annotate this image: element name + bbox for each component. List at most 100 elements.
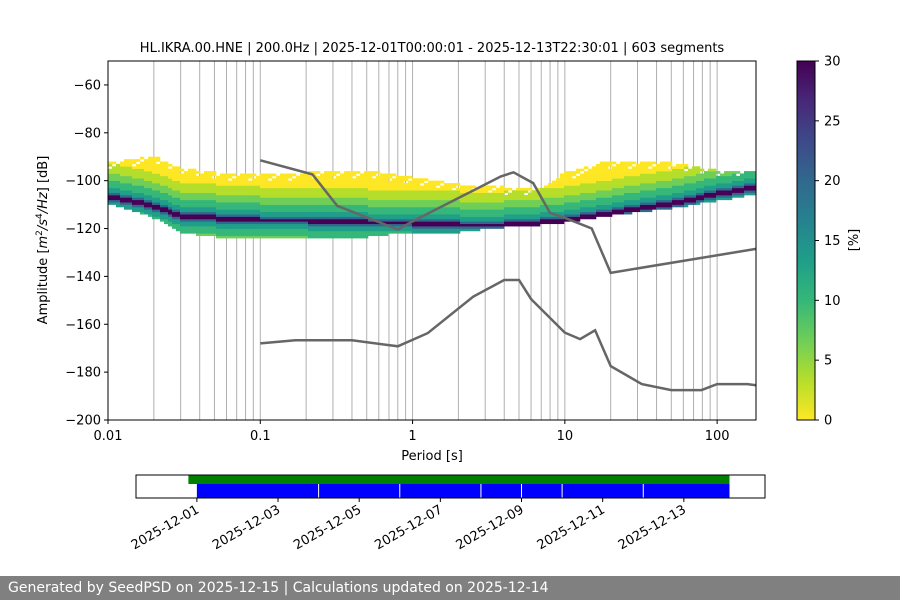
heatmap-cell [548, 202, 553, 205]
heatmap-cell [632, 166, 637, 169]
heatmap-cell [516, 211, 521, 215]
heatmap-cell [248, 197, 253, 201]
heatmap-cell [660, 163, 665, 167]
heatmap-cell [632, 204, 637, 208]
heatmap-cell [128, 202, 133, 205]
heatmap-cell [432, 204, 437, 208]
heatmap-cell [312, 190, 317, 193]
heatmap-cell [664, 183, 669, 186]
heatmap-cell [336, 187, 341, 191]
heatmap-cell [396, 226, 401, 229]
heatmap-cell [112, 168, 117, 172]
heatmap-cell [612, 180, 617, 184]
heatmap-cell [320, 235, 325, 239]
heatmap-cell [200, 223, 205, 227]
heatmap-cell [232, 228, 237, 232]
heatmap-cell [148, 180, 153, 184]
heatmap-cell [644, 180, 649, 184]
heatmap-cell [632, 197, 637, 201]
heatmap-cell [692, 185, 697, 189]
heatmap-cell [308, 171, 313, 174]
heatmap-cell [160, 178, 165, 181]
heatmap-cell [580, 192, 585, 196]
heatmap-cell [600, 161, 605, 165]
heatmap-cell [240, 190, 245, 193]
heatmap-cell [436, 192, 441, 196]
heatmap-cell [660, 180, 665, 184]
heatmap-cell [516, 199, 521, 203]
heatmap-cell [408, 211, 413, 215]
heatmap-cell [408, 175, 413, 179]
heatmap-cell [572, 216, 577, 220]
heatmap-cell [312, 233, 317, 237]
heatmap-cell [584, 185, 589, 189]
heatmap-cell [348, 183, 353, 186]
heatmap-cell [488, 223, 493, 227]
heatmap-cell [248, 211, 253, 215]
y-axis-label-part: 2 [35, 230, 45, 236]
heatmap-cell [152, 211, 157, 215]
heatmap-cell [292, 206, 297, 210]
heatmap-cell [304, 233, 309, 237]
heatmap-cell [432, 195, 437, 198]
heatmap-cell [108, 180, 113, 184]
y-tick-label: −120 [65, 222, 101, 237]
heatmap-cell [264, 221, 269, 225]
heatmap-cell [404, 209, 409, 213]
heatmap-cell [624, 166, 629, 169]
heatmap-cell [196, 187, 201, 191]
heatmap-cell [620, 197, 625, 201]
heatmap-cell [428, 185, 433, 189]
heatmap-cell [268, 173, 273, 177]
heatmap-cell [576, 185, 581, 189]
heatmap-cell [492, 211, 497, 215]
heatmap-cell [724, 185, 729, 189]
heatmap-cell [584, 166, 589, 169]
heatmap-cell [604, 173, 609, 177]
heatmap-cell [372, 190, 377, 193]
heatmap-cell [156, 214, 161, 217]
heatmap-cell [604, 175, 609, 179]
heatmap-cell [708, 195, 713, 198]
heatmap-cell [152, 178, 157, 181]
heatmap-cell [344, 226, 349, 229]
heatmap-cell [288, 228, 293, 232]
heatmap-cell [392, 228, 397, 232]
heatmap-cell [484, 209, 489, 213]
heatmap-cell [620, 202, 625, 205]
heatmap-cell [592, 190, 597, 193]
heatmap-cell [132, 190, 137, 193]
heatmap-cell [604, 214, 609, 217]
heatmap-cell [196, 180, 201, 184]
heatmap-cell [180, 185, 185, 189]
heatmap-cell [372, 230, 377, 234]
heatmap-cell [124, 183, 129, 186]
heatmap-cell [612, 197, 617, 201]
heatmap-cell [440, 187, 445, 191]
heatmap-cell [496, 197, 501, 201]
heatmap-cell [604, 202, 609, 205]
heatmap-cell [712, 199, 717, 203]
heatmap-cell [572, 206, 577, 210]
heatmap-cell [152, 199, 157, 203]
heatmap-cell [588, 209, 593, 213]
heatmap-cell [188, 185, 193, 189]
y-axis-label-part: /Hz [36, 191, 51, 214]
heatmap-cell [280, 197, 285, 201]
heatmap-cell [552, 185, 557, 189]
heatmap-cell [688, 173, 693, 177]
heatmap-cell [268, 223, 273, 227]
heatmap-cell [128, 173, 133, 177]
heatmap-cell [672, 175, 677, 179]
heatmap-cell [132, 187, 137, 191]
heatmap-cell [304, 183, 309, 186]
heatmap-cell [316, 235, 321, 239]
heatmap-cell [208, 233, 213, 237]
heatmap-cell [552, 199, 557, 203]
heatmap-cell [112, 185, 117, 189]
heatmap-cell [496, 209, 501, 213]
heatmap-cell [636, 171, 641, 174]
heatmap-cell [428, 202, 433, 205]
heatmap-cell [568, 183, 573, 186]
heatmap-cell [696, 166, 701, 169]
